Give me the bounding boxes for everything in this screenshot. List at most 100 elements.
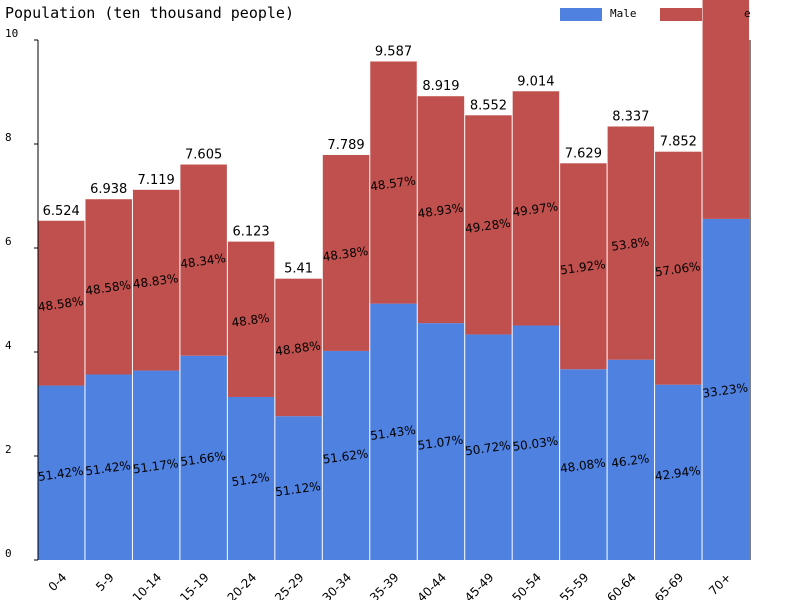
label-total: 9.014 bbox=[517, 74, 554, 89]
y-tick-label: 0 bbox=[5, 547, 12, 560]
x-tick-label: 30-34 bbox=[320, 570, 355, 600]
bar-male-25-29 bbox=[275, 416, 322, 560]
bar-male-50-54 bbox=[512, 325, 560, 560]
bar-male-30-34 bbox=[322, 350, 370, 560]
bar-male-0-4 bbox=[38, 385, 85, 560]
label-male-pct: 42.94% bbox=[654, 463, 701, 483]
bar-female-40-44 bbox=[417, 96, 465, 324]
label-female-pct: 49.28% bbox=[464, 216, 511, 236]
x-tick-label: 70+ bbox=[706, 570, 734, 598]
bar-male-60-64 bbox=[607, 359, 655, 560]
label-total: 8.337 bbox=[612, 109, 649, 124]
label-female-pct: 48.34% bbox=[179, 251, 226, 271]
bar-female-10-14 bbox=[132, 189, 180, 371]
bar-female-0-4 bbox=[38, 220, 85, 386]
bar-female-5-9 bbox=[85, 199, 132, 375]
x-tick-label: 65-69 bbox=[652, 570, 687, 600]
label-male-pct: 51.43% bbox=[369, 423, 416, 443]
bar-male-45-49 bbox=[465, 334, 512, 560]
y-tick-label: 4 bbox=[5, 339, 12, 352]
label-total: 7.119 bbox=[138, 173, 175, 188]
label-total: 9.587 bbox=[375, 44, 412, 59]
label-total: 7.852 bbox=[660, 135, 697, 150]
label-male-pct: 51.2% bbox=[231, 470, 271, 489]
x-tick-label: 5-9 bbox=[93, 570, 117, 594]
label-female-pct: 53.8% bbox=[610, 235, 650, 254]
label-male-pct: 51.62% bbox=[322, 446, 369, 466]
label-male-pct: 48.08% bbox=[559, 456, 606, 476]
label-total: 6.524 bbox=[43, 204, 80, 219]
label-male-pct: 51.66% bbox=[179, 449, 226, 469]
y-tick-label: 8 bbox=[5, 131, 12, 144]
label-female-pct: 48.93% bbox=[417, 201, 464, 221]
bars-group: 51.42% 48.58% 6.524 0-4 51.42% 48.58% 6.938 5-9… bbox=[37, 0, 749, 600]
bar-female-30-34 bbox=[322, 154, 370, 351]
label-female-pct: 48.38% bbox=[322, 244, 369, 264]
label-male-pct: 46.2% bbox=[610, 451, 650, 470]
x-tick-label: 55-59 bbox=[557, 570, 592, 600]
label-male-pct: 51.12% bbox=[274, 479, 321, 499]
x-tick-label: 45-49 bbox=[462, 570, 497, 600]
bar-female-35-39 bbox=[370, 61, 417, 304]
bar-female-25-29 bbox=[275, 278, 322, 417]
bar-female-60-64 bbox=[607, 126, 655, 360]
x-tick-label: 0-4 bbox=[46, 570, 70, 594]
label-female-pct: 48.58% bbox=[37, 294, 84, 314]
label-male-pct: 33.23% bbox=[702, 380, 749, 400]
bar-male-10-14 bbox=[132, 370, 180, 560]
x-tick-label: 15-19 bbox=[177, 570, 212, 600]
axes-group: 0 2 4 6 8 10 bbox=[5, 27, 751, 561]
bar-female-50-54 bbox=[512, 91, 560, 326]
chart-title: Population (ten thousand people) bbox=[5, 4, 294, 22]
bar-female-55-59 bbox=[560, 163, 607, 370]
bar-male-5-9 bbox=[85, 374, 132, 560]
label-total: 7.789 bbox=[327, 138, 364, 153]
legend: Male e bbox=[560, 7, 751, 21]
x-tick-label: 50-54 bbox=[509, 570, 544, 600]
label-total: 7.605 bbox=[185, 148, 222, 163]
legend-swatch-male bbox=[560, 8, 602, 21]
legend-swatch-female bbox=[660, 8, 702, 21]
x-tick-label: 40-44 bbox=[415, 570, 450, 600]
label-female-pct: 51.92% bbox=[559, 257, 606, 277]
label-female-pct: 48.57% bbox=[369, 173, 416, 193]
bar-male-70+ bbox=[702, 218, 749, 560]
legend-label-male: Male bbox=[610, 7, 637, 20]
label-female-pct: 48.58% bbox=[85, 278, 132, 298]
bar-female-15-19 bbox=[180, 164, 227, 356]
label-female-pct: 48.8% bbox=[231, 311, 271, 330]
y-tick-label: 10 bbox=[5, 27, 18, 40]
bar-male-35-39 bbox=[370, 303, 417, 560]
legend-label-female: e bbox=[744, 7, 751, 20]
bar-male-40-44 bbox=[417, 323, 465, 560]
bar-female-45-49 bbox=[465, 115, 512, 335]
x-tick-label: 35-39 bbox=[367, 570, 402, 600]
label-male-pct: 51.42% bbox=[37, 464, 84, 484]
label-total: 6.123 bbox=[232, 225, 269, 240]
label-male-pct: 50.03% bbox=[512, 434, 559, 454]
y-tick-label: 6 bbox=[5, 235, 12, 248]
x-tick-label: 60-64 bbox=[604, 570, 639, 600]
label-female-pct: 57.06% bbox=[654, 259, 701, 279]
bar-female-20-24 bbox=[227, 241, 275, 397]
label-total: 8.552 bbox=[470, 98, 507, 113]
label-total: 5.41 bbox=[284, 262, 313, 277]
label-male-pct: 51.07% bbox=[417, 432, 464, 452]
label-total: 6.938 bbox=[90, 182, 127, 197]
x-tick-label: 25-29 bbox=[272, 570, 307, 600]
bar-male-20-24 bbox=[227, 396, 275, 560]
bar-male-55-59 bbox=[560, 369, 607, 560]
label-total: 7.629 bbox=[565, 146, 602, 161]
label-male-pct: 51.42% bbox=[85, 458, 132, 478]
bar-male-65-69 bbox=[655, 384, 702, 560]
label-female-pct: 49.97% bbox=[512, 199, 559, 219]
label-total: 8.919 bbox=[422, 79, 459, 94]
bar-female-70+ bbox=[702, 0, 749, 219]
x-tick-label: 10-14 bbox=[130, 570, 165, 600]
label-female-pct: 48.88% bbox=[274, 338, 321, 358]
bar-male-15-19 bbox=[180, 355, 227, 560]
x-tick-label: 20-24 bbox=[225, 570, 260, 600]
label-female-pct: 48.83% bbox=[132, 271, 179, 291]
label-male-pct: 51.17% bbox=[132, 456, 179, 476]
